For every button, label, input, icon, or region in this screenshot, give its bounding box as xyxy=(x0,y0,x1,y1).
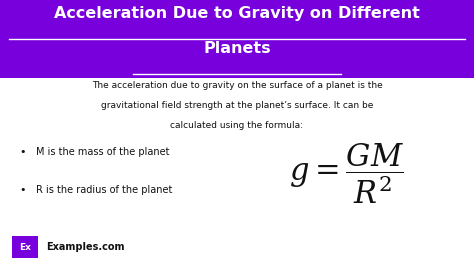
Text: R is the radius of the planet: R is the radius of the planet xyxy=(36,185,172,195)
Text: $g = \dfrac{GM}{R^2}$: $g = \dfrac{GM}{R^2}$ xyxy=(289,142,403,206)
Text: gravitational field strength at the planet’s surface. It can be: gravitational field strength at the plan… xyxy=(101,101,373,110)
Bar xyxy=(12,236,38,258)
Text: The acceleration due to gravity on the surface of a planet is the: The acceleration due to gravity on the s… xyxy=(91,81,383,90)
Text: •: • xyxy=(19,185,26,195)
Text: •: • xyxy=(19,147,26,157)
Text: Acceleration Due to Gravity on Different: Acceleration Due to Gravity on Different xyxy=(54,6,420,21)
Text: calculated using the formula:: calculated using the formula: xyxy=(171,121,303,130)
Text: Planets: Planets xyxy=(203,41,271,56)
Bar xyxy=(0,0,474,78)
Text: Examples.com: Examples.com xyxy=(46,242,125,252)
Text: Ex: Ex xyxy=(19,243,31,252)
Text: M is the mass of the planet: M is the mass of the planet xyxy=(36,147,169,157)
